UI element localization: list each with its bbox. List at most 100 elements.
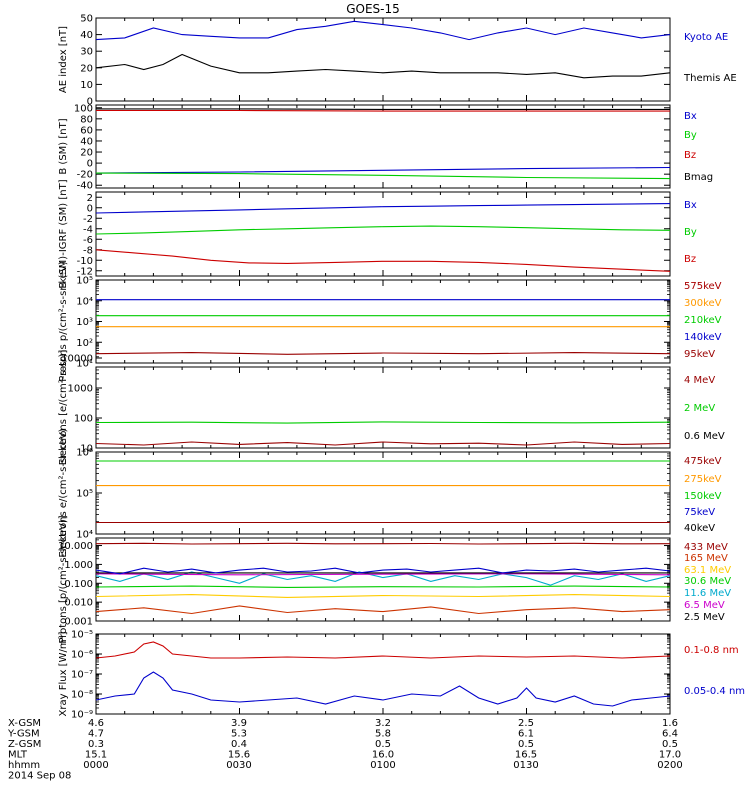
y-tick-label: -10 <box>77 256 93 267</box>
footer-label-hhmm: hhmm <box>8 760 40 771</box>
y-tick-label: 10⁻⁶ <box>71 650 93 661</box>
legend-275kev: 275keV <box>684 474 722 485</box>
y-tick-label: 10.000 <box>58 541 93 552</box>
series-by <box>96 172 670 180</box>
legend-433-mev: 433 MeV <box>684 542 728 553</box>
series-11-6-mev <box>96 571 670 586</box>
series-themis-ae <box>96 53 670 79</box>
footer-label-y-gsm: Y-GSM <box>7 729 40 740</box>
footer-value: 0030 <box>226 760 251 771</box>
legend-2-5-mev: 2.5 MeV <box>684 612 725 623</box>
y-tick-label: 10⁻⁷ <box>71 670 93 681</box>
footer-value: 0130 <box>513 760 538 771</box>
footer-value: 15.1 <box>85 750 107 761</box>
series-group <box>96 367 670 446</box>
y-tick-label: 0 <box>87 203 93 214</box>
legend-575kev: 575keV <box>684 281 722 292</box>
y-tick-label: 10⁴ <box>76 296 93 307</box>
series-4-mev <box>96 441 670 446</box>
panel-frame <box>95 366 671 449</box>
series-group <box>96 460 670 524</box>
y-tick-label: 10⁶ <box>76 448 93 459</box>
legend-40kev: 40keV <box>684 523 715 534</box>
y-tick-label: 1000 <box>68 384 93 395</box>
y-tick-label: 60 <box>80 125 93 136</box>
y-tick-label: -6 <box>83 235 93 246</box>
footer-value: 16.5 <box>515 750 537 761</box>
legend-bmag: Bmag <box>684 172 713 183</box>
series-165-mev <box>96 605 670 615</box>
series-30-6-mev <box>96 585 670 588</box>
footer-label-mlt: MLT <box>8 750 28 761</box>
orbit-footer: X-GSM 4.6 3.9 3.2 2.5 1.6 Y-GSM 4.7 5.3 5.8 6.1 6.4… <box>7 718 683 782</box>
series-bx <box>96 203 670 214</box>
legend-0-05-0-4-nm: 0.05-0.4 nm <box>684 686 745 697</box>
legend-95kev: 95keV <box>684 349 715 360</box>
y-tick-label: 100 <box>74 103 93 114</box>
y-axis-label: Protons p/(cm²-s-sr-keV) <box>58 261 69 382</box>
y-tick-label: 0 <box>87 97 93 108</box>
legend-bx: Bx <box>684 111 697 122</box>
y-tick-label: 10⁻⁵ <box>71 630 93 641</box>
y-tick-label: 20 <box>80 63 93 74</box>
series-4-2-mev <box>96 567 670 575</box>
y-tick-label: 2 <box>87 193 93 204</box>
series-group <box>96 20 670 79</box>
y-tick-label: 0.001 <box>64 617 93 628</box>
series-6-5-mev <box>96 573 670 576</box>
series-group <box>96 203 670 272</box>
y-tick-label: 40 <box>80 30 93 41</box>
panel-4: 10¹ 10² 10³ 10⁴ 10⁵ Protons p/(cm²-s-sr-keV) 5… <box>58 261 722 382</box>
y-axis-label: Electrons e/(cm²-s-sr-keV) <box>58 428 69 557</box>
series-group <box>96 641 670 707</box>
legend-bz: Bz <box>684 150 696 161</box>
y-tick-label: -8 <box>83 245 93 256</box>
legend-bz: Bz <box>684 254 696 265</box>
series-0-1-0-8-nm <box>96 641 670 659</box>
legend-by: By <box>684 130 697 141</box>
footer-value: 2.5 <box>518 718 534 729</box>
y-tick-label: 10⁵ <box>76 276 93 287</box>
footer-value: 17.0 <box>659 750 681 761</box>
panel-frame <box>95 17 671 102</box>
footer-value: 16.0 <box>372 750 394 761</box>
y-tick-label: -12 <box>77 266 93 277</box>
y-axis-label: B (SM) [nT] <box>58 118 69 174</box>
y-axis-label: AE index [nT] <box>58 26 69 93</box>
series-kyoto-ae <box>96 20 670 41</box>
footer-value: 0.5 <box>662 739 678 750</box>
y-tick-label: 10⁵ <box>76 489 93 500</box>
panel-6: 10⁴ 10⁵ 10⁶ Electrons e/(cm²-s-sr-keV) 475ke… <box>58 428 722 557</box>
y-tick-label: -4 <box>83 224 93 235</box>
series-63-1-mev <box>96 594 670 598</box>
y-axis-label: Xray Flux [W/m²] <box>58 631 69 716</box>
footer-value: 0.4 <box>231 739 247 750</box>
series-bz <box>96 109 670 112</box>
y-tick-label: 0.100 <box>64 579 93 590</box>
footer-value: 0.3 <box>88 739 104 750</box>
y-tick-label: 10000 <box>61 354 93 365</box>
y-tick-label: -20 <box>77 170 93 181</box>
y-axis-label: Electrons [e/(cm²-s-sr)] <box>58 350 69 466</box>
panel-frame <box>95 451 671 535</box>
legend-by: By <box>684 227 697 238</box>
footer-value: 4.6 <box>88 718 104 729</box>
footer-date: 2014 Sep 08 <box>8 771 71 782</box>
series-group <box>96 299 670 355</box>
footer-value: 0100 <box>370 760 395 771</box>
legend-0-1-0-8-nm: 0.1-0.8 nm <box>684 645 739 656</box>
y-tick-label: 30 <box>80 47 93 58</box>
footer-value: 1.6 <box>662 718 678 729</box>
footer-value: 4.7 <box>88 729 104 740</box>
legend-150kev: 150keV <box>684 491 722 502</box>
footer-value: 6.1 <box>518 729 534 740</box>
footer-label-x-gsm: X-GSM <box>8 718 41 729</box>
panel-frame <box>95 633 671 715</box>
series-bz <box>96 249 670 272</box>
y-tick-label: 10 <box>80 80 93 91</box>
